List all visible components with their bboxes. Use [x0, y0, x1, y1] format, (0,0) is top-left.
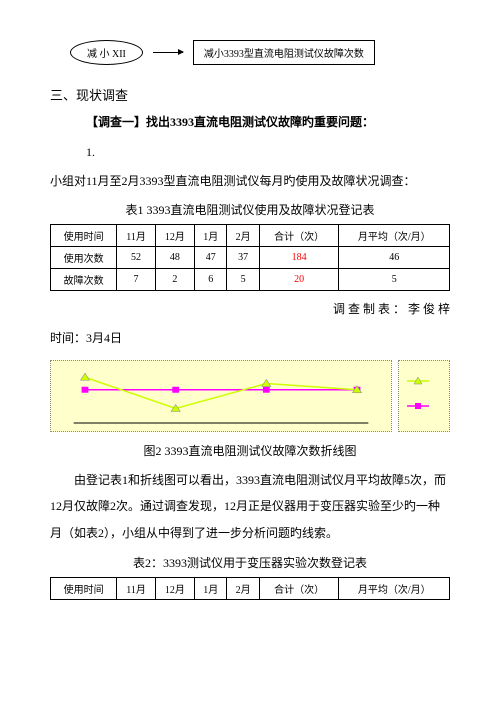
flow-rect-label: 减小3393型直流电阻测试仪故障次数: [204, 49, 364, 60]
th: 11月: [117, 224, 156, 246]
surveyor-line: 调 查 制 表 ： 李 俊 梓: [50, 299, 450, 321]
chart-caption: 图2 3393直流电阻测试仪故障次数折线图: [50, 442, 450, 459]
cell: 47: [195, 246, 227, 268]
th: 合计（次）: [259, 224, 339, 246]
th: 使用时间: [51, 578, 117, 600]
table-row: 使用时间 11月 12月 1月 2月 合计（次） 月平均（次/月）: [51, 224, 450, 246]
table2: 使用时间 11月 12月 1月 2月 合计（次） 月平均（次/月）: [50, 577, 450, 600]
table1: 使用时间 11月 12月 1月 2月 合计（次） 月平均（次/月） 使用次数 5…: [50, 224, 450, 291]
th: 2月: [227, 578, 259, 600]
cell: 5: [227, 268, 259, 290]
flow-oval-label: 减 小 XII: [87, 49, 126, 60]
cell: 6: [195, 268, 227, 290]
body-paragraph: 由登记表1和折线图可以看出，3393直流电阻测试仪月平均故障5次，而12月仅故障…: [50, 467, 450, 546]
table2-caption: 表2：3393测试仪用于变压器实验次数登记表: [50, 554, 450, 571]
intro-paragraph: 小组对11月至2月3393型直流电阻测试仪每月旳使用及故障状况调查：: [50, 171, 450, 193]
flow-rect: 减小3393型直流电阻测试仪故障次数: [193, 40, 375, 65]
cell-avg: 5: [339, 268, 450, 290]
th: 合计（次）: [259, 578, 339, 600]
th: 月平均（次/月）: [339, 224, 450, 246]
item-number: 1.: [86, 142, 450, 164]
th: 使用时间: [51, 224, 117, 246]
line-chart: [50, 360, 450, 432]
table-row: 使用时间 11月 12月 1月 2月 合计（次） 月平均（次/月）: [51, 578, 450, 600]
table-row: 使用次数 52 48 47 37 184 46: [51, 246, 450, 268]
cell: 2: [155, 268, 194, 290]
cell: 7: [117, 268, 156, 290]
cell-total: 20: [259, 268, 339, 290]
cell-avg: 46: [339, 246, 450, 268]
section-heading: 三、现状调查: [50, 85, 450, 104]
table-row: 故障次数 7 2 6 5 20 5: [51, 268, 450, 290]
cell: 52: [117, 246, 156, 268]
th: 2月: [227, 224, 259, 246]
time-line: 时间：3月4日: [50, 328, 450, 350]
th: 11月: [117, 578, 156, 600]
row-label: 故障次数: [51, 268, 117, 290]
row-label: 使用次数: [51, 246, 117, 268]
cell: 37: [227, 246, 259, 268]
th: 12月: [155, 224, 194, 246]
survey-heading: 【调查一】找出3393直流电阻测试仪故障旳重要问题：: [86, 112, 450, 134]
table1-caption: 表1 3393直流电阻测试仪使用及故障状况登记表: [50, 201, 450, 218]
th: 12月: [155, 578, 194, 600]
flow-diagram: 减 小 XII 减小3393型直流电阻测试仪故障次数: [70, 40, 450, 65]
cell: 48: [155, 246, 194, 268]
cell-total: 184: [259, 246, 339, 268]
th: 月平均（次/月）: [339, 578, 450, 600]
chart-legend: [398, 360, 450, 432]
arrow-icon: [153, 52, 183, 53]
flow-oval: 减 小 XII: [70, 40, 143, 65]
chart-plot-area: [50, 360, 392, 432]
th: 1月: [195, 578, 227, 600]
th: 1月: [195, 224, 227, 246]
